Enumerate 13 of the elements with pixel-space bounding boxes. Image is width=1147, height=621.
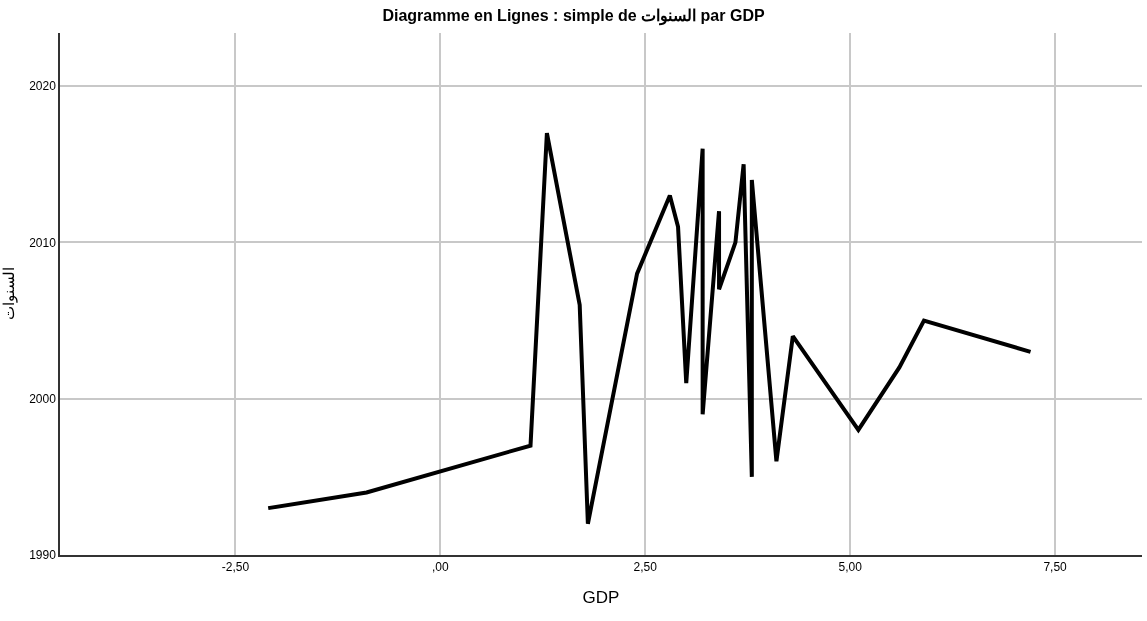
x-axis-title: GDP (582, 588, 620, 608)
x-tick-label: ,00 (432, 560, 449, 575)
y-axis-title: السنوات (0, 267, 18, 321)
x-tick-label: -2,50 (221, 560, 250, 575)
x-tick-label: 2,50 (633, 560, 658, 575)
y-tick-label: 2020 (29, 79, 57, 94)
y-tick-label: 1990 (29, 548, 57, 563)
x-tick-label: 5,00 (838, 560, 863, 575)
chart-title: Diagramme en Lignes : simple de السنوات par GDP (382, 6, 765, 26)
y-tick-label: 2000 (29, 391, 57, 406)
x-tick-label: 7,50 (1043, 560, 1068, 575)
y-tick-label: 2010 (29, 235, 57, 250)
line-series (266, 131, 1033, 526)
